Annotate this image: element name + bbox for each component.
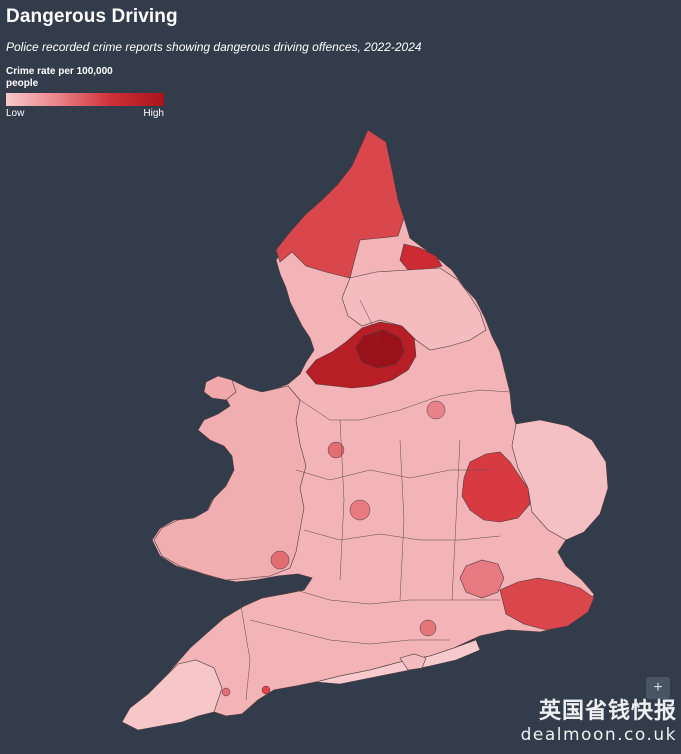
- kent-region[interactable]: [499, 577, 595, 631]
- legend-low-label: Low: [6, 108, 25, 119]
- page-title: Dangerous Driving: [6, 6, 178, 27]
- london-region[interactable]: [459, 559, 505, 599]
- district-boundaries: [239, 299, 511, 701]
- lancashire-core-region[interactable]: [355, 329, 405, 369]
- north-east-region[interactable]: [275, 129, 405, 279]
- anglesey-island[interactable]: [203, 375, 237, 401]
- yorkshire-region[interactable]: [341, 267, 487, 351]
- tyne-wear-region[interactable]: [399, 243, 443, 271]
- legend-color-scale: [6, 93, 164, 106]
- norfolk-region[interactable]: [511, 419, 609, 541]
- cornwall-region[interactable]: [121, 659, 223, 731]
- district-marker[interactable]: [270, 550, 290, 570]
- watermark-en: dealmoon.co.uk: [520, 725, 677, 745]
- watermark: 英国省钱快报 dealmoon.co.uk: [521, 693, 677, 745]
- legend-labels: Low High: [6, 108, 164, 119]
- south-coast-region[interactable]: [315, 639, 481, 685]
- district-marker[interactable]: [327, 441, 345, 459]
- page-subtitle: Police recorded crime reports showing da…: [6, 40, 422, 54]
- district-marker[interactable]: [221, 687, 231, 697]
- isle-of-wight[interactable]: [399, 653, 427, 671]
- legend-high-label: High: [143, 108, 164, 119]
- district-marker[interactable]: [349, 499, 371, 521]
- district-marker[interactable]: [261, 685, 271, 695]
- zoom-in-button[interactable]: +: [646, 677, 670, 699]
- watermark-cn: 英国省钱快报: [538, 699, 677, 724]
- map-legend: Crime rate per 100,000 people Low High: [6, 66, 166, 119]
- east-anglia-region[interactable]: [461, 451, 531, 523]
- legend-title: Crime rate per 100,000 people: [6, 66, 113, 89]
- district-marker[interactable]: [426, 400, 446, 420]
- district-marker[interactable]: [419, 619, 437, 637]
- wales-region[interactable]: [153, 379, 307, 581]
